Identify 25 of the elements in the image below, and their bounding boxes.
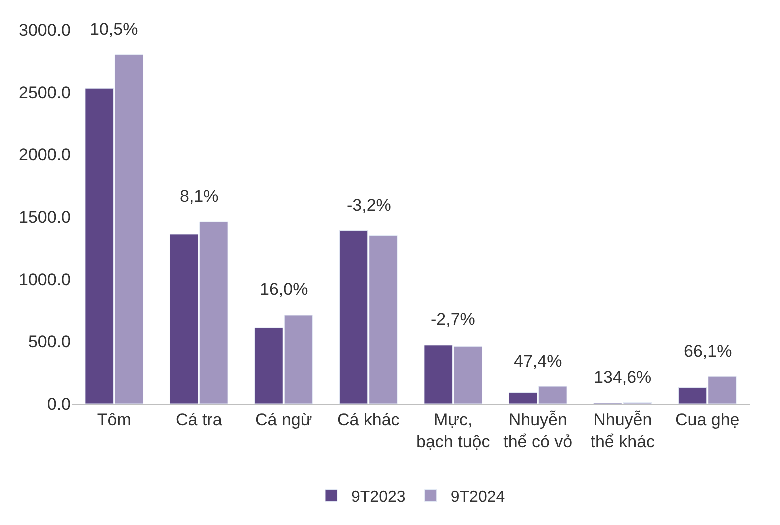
legend-label: 9T2023	[352, 488, 406, 506]
annotation: 16,0%	[260, 280, 308, 299]
x-tick-label: Tôm	[97, 410, 132, 430]
legend-label: 9T2024	[450, 488, 506, 506]
y-tick-label: 1500.0	[19, 208, 71, 227]
x-tick-label: Cá tra	[176, 410, 223, 430]
x-tick-label: Cá khác	[337, 410, 400, 430]
annotation: 47,4%	[514, 352, 562, 371]
x-tick-label: Cá ngừ	[256, 410, 312, 430]
annotation: 8,1%	[180, 187, 219, 206]
y-tick-label: 500.0	[28, 332, 71, 352]
annotation: 134,6%	[594, 368, 652, 387]
y-tick-label: 2500.0	[19, 83, 71, 102]
annotation: -3,2%	[347, 196, 392, 215]
x-tick-label: Nhuyễn thể khác	[590, 410, 656, 452]
y-tick-label: 1000.0	[19, 270, 71, 290]
y-tick-label: 3000.0	[19, 20, 71, 40]
x-tick-label: Mực, bạch tuộc	[416, 410, 491, 452]
annotation: -2,7%	[431, 310, 476, 329]
x-tick-label: Cua ghẹ	[675, 410, 740, 430]
annotation: 66,1%	[684, 342, 732, 361]
y-tick-label: 2000.0	[19, 146, 71, 165]
y-tick-label: 0.0	[47, 394, 71, 414]
x-tick-label: Nhuyễn thể có vỏ	[504, 410, 573, 452]
annotation: 10,5%	[90, 20, 138, 39]
